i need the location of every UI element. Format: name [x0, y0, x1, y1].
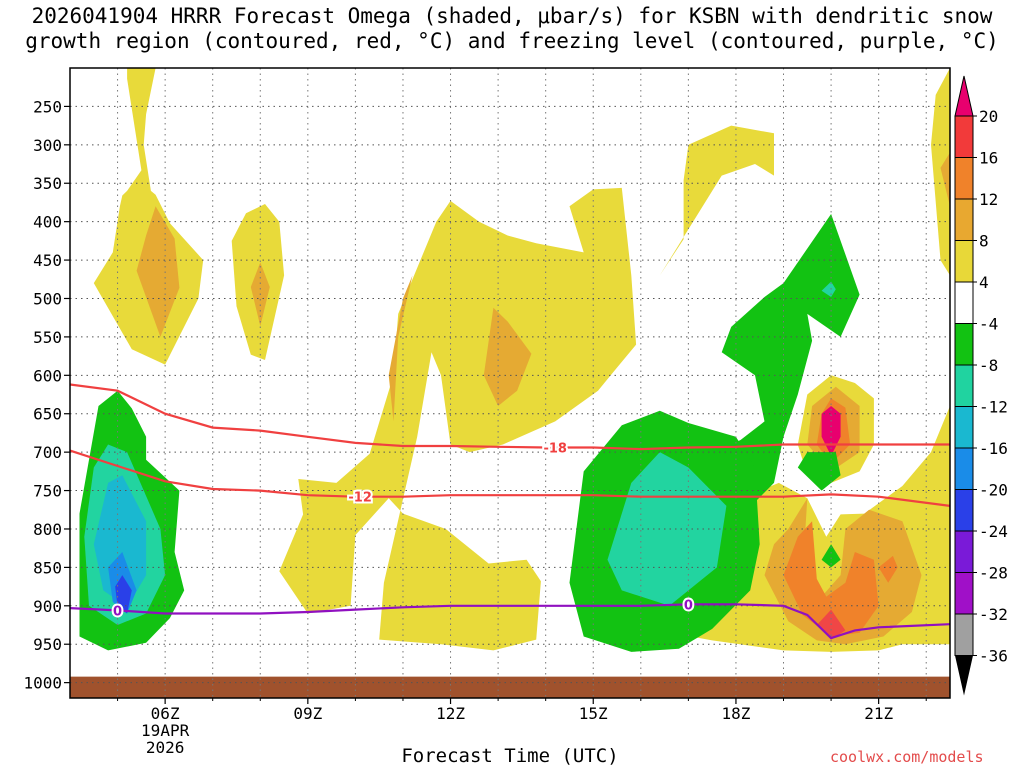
omega-region-28 — [115, 575, 132, 614]
colorbar-label--16: -16 — [979, 439, 1008, 458]
plot-frame — [69, 67, 951, 699]
contour-label--12: -12 — [348, 491, 372, 506]
colorbar-label--8: -8 — [979, 356, 998, 375]
ground-layer — [70, 676, 950, 698]
colorbar-label--12: -12 — [979, 398, 1008, 417]
x-tick-label-12Z: 12Z — [436, 704, 465, 723]
colorbar-bottom-arrow — [955, 655, 973, 696]
colorbar-label-8: 8 — [979, 232, 989, 251]
omega-region-12 — [878, 555, 898, 583]
colorbar-label-4: 4 — [979, 273, 989, 292]
y-tick-label-400: 400 — [33, 213, 62, 232]
x-tick-label-18Z: 18Z — [721, 704, 750, 723]
omega-region-7 — [659, 125, 774, 276]
colorbar-label--4: -4 — [979, 315, 998, 334]
colorbar-bin-1 — [954, 157, 974, 200]
omega-region-6 — [483, 307, 532, 406]
omega-region-20 — [797, 452, 841, 491]
y-axis-ticks: 250 300 350 400 450 500 550 600 650 700 750 800 850 9… — [23, 97, 70, 693]
omega-region-4 — [279, 187, 637, 651]
x-axis-label: Forecast Time (UTC) — [401, 745, 619, 767]
colorbar-bin-10 — [954, 530, 974, 573]
y-tick-label-600: 600 — [33, 366, 62, 385]
y-tick-label-450: 450 — [33, 251, 62, 270]
contour-line--18 — [70, 383, 950, 451]
contour-label--18: -18 — [543, 442, 567, 457]
ground-rect — [70, 676, 950, 698]
colorbar-bin-0 — [954, 115, 974, 158]
omega-region-1 — [136, 206, 180, 337]
colorbar-top-arrow — [954, 75, 974, 117]
chart-title-line1: 2026041904 HRRR Forecast Omega (shaded, … — [31, 4, 993, 28]
omega-region-5 — [388, 275, 413, 422]
colorbar-label--36: -36 — [979, 647, 1008, 666]
contour-lines — [70, 383, 950, 640]
contour-label-0-left: 0 — [113, 604, 122, 619]
x-tick-label-06Z: 06Z — [151, 704, 180, 723]
y-tick-label-500: 500 — [33, 289, 62, 308]
y-tick-label-750: 750 — [33, 482, 62, 501]
colorbar-bin-9 — [954, 489, 974, 532]
y-tick-label-250: 250 — [33, 97, 62, 116]
colorbar-bin-6 — [954, 364, 974, 407]
omega-region-23 — [821, 544, 841, 568]
y-tick-label-900: 900 — [33, 597, 62, 616]
colorbar: 20 16 12 8 4 -4 -8 -12 -16 -20 -24 -28 -32 -36 — [954, 75, 1008, 696]
credit-link[interactable]: coolwx.com/models — [830, 748, 984, 766]
omega-region-10 — [783, 521, 879, 637]
chart-title-line2: growth region (contoured, red, °C) and f… — [25, 29, 999, 53]
y-tick-label-650: 650 — [33, 405, 62, 424]
y-tick-label-700: 700 — [33, 443, 62, 462]
colorbar-bin-5 — [954, 323, 974, 366]
y-tick-label-850: 850 — [33, 558, 62, 577]
x-tick-year: 2026 — [146, 738, 185, 757]
colorbar-label--28: -28 — [979, 564, 1008, 583]
omega-region-26 — [93, 475, 147, 608]
colorbar-bin-12 — [954, 613, 974, 656]
omega-region-14 — [940, 152, 950, 207]
y-tick-label-300: 300 — [33, 136, 62, 155]
colorbar-label--24: -24 — [979, 522, 1008, 541]
colorbar-bin-2 — [954, 198, 974, 241]
x-tick-date: 19APR — [141, 721, 190, 740]
y-tick-label-800: 800 — [33, 520, 62, 539]
chart-title: 2026041904 HRRR Forecast Omega (shaded, … — [0, 4, 1024, 54]
x-tick-label-21Z: 21Z — [864, 704, 893, 723]
colorbar-bin-7 — [954, 406, 974, 449]
omega-region-0 — [93, 68, 204, 365]
y-tick-label-950: 950 — [33, 635, 62, 654]
y-tick-label-1000: 1000 — [23, 674, 62, 693]
y-tick-label-350: 350 — [33, 174, 62, 193]
colorbar-label--20: -20 — [979, 481, 1008, 500]
colorbar-label-12: 12 — [979, 190, 998, 209]
colorbar-label-16: 16 — [979, 149, 998, 168]
colorbar-bin-11 — [954, 572, 974, 615]
x-tick-label-15Z: 15Z — [579, 704, 608, 723]
colorbar-bin-8 — [954, 447, 974, 490]
colorbar-bin-4 — [954, 281, 974, 324]
omega-region-13 — [931, 68, 950, 276]
y-tick-label-550: 550 — [33, 328, 62, 347]
colorbar-bin-3 — [954, 240, 974, 283]
colorbar-label-20: 20 — [979, 107, 998, 126]
omega-shaded-regions — [79, 68, 950, 652]
omega-region-29 — [821, 281, 836, 297]
x-tick-label-09Z: 09Z — [293, 704, 322, 723]
contour-labels: -18 -12 0 0 — [111, 440, 695, 622]
colorbar-label--32: -32 — [979, 605, 1008, 624]
contour-line--12 — [70, 449, 950, 507]
contour-line-0 — [70, 603, 950, 640]
contour-label-0: 0 — [684, 598, 693, 613]
